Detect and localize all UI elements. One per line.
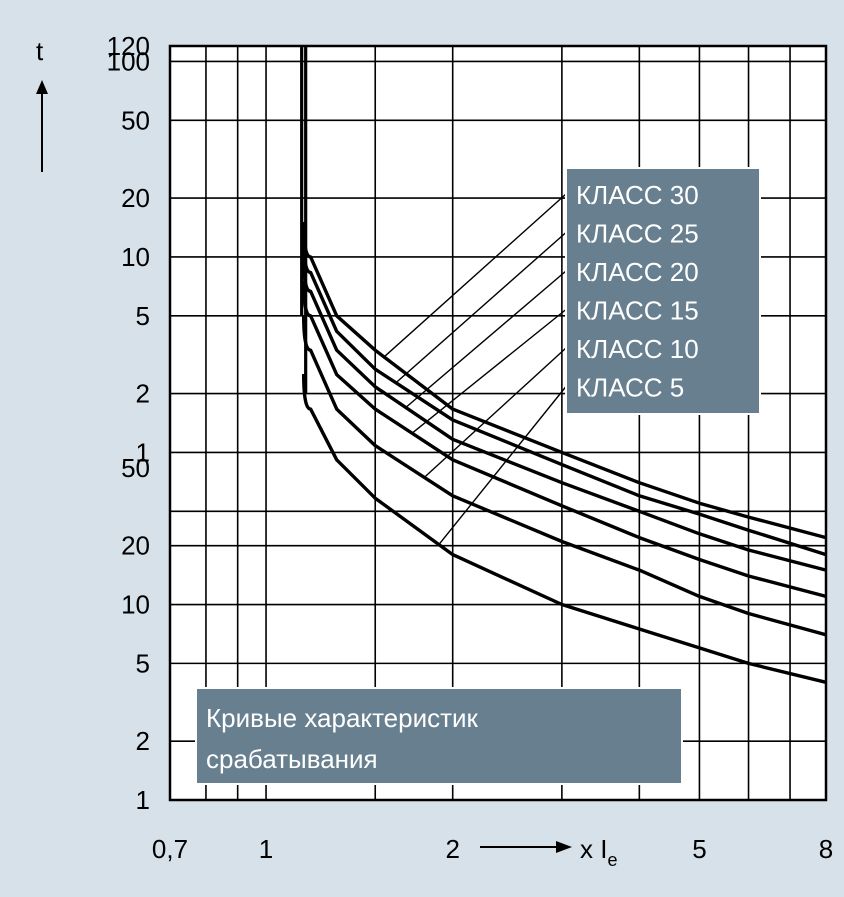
y-tick-minutes-1: 100 (107, 46, 150, 76)
legend-entry-3: КЛАСС 15 (576, 296, 699, 326)
legend-entry-1: КЛАСС 25 (576, 219, 699, 249)
legend-leader-4 (423, 347, 567, 478)
x-tick-2: 2 (445, 834, 459, 864)
y-axis-name: t (36, 36, 44, 66)
x-tick-0: 0,7 (152, 834, 188, 864)
curve-series-3 (301, 280, 827, 599)
legend-box (565, 167, 761, 415)
legend-leader-1 (395, 231, 567, 384)
series-curves (300, 46, 827, 684)
y-tick-minutes-3: 20 (121, 183, 150, 213)
plot-area (170, 46, 826, 800)
x-tick-3: 5 (692, 834, 706, 864)
x-tick-4: 8 (819, 834, 833, 864)
y-tick-seconds-0: 50 (121, 453, 150, 483)
curve-series-1 (301, 237, 827, 557)
legend-entry-0: КЛАСС 30 (576, 180, 699, 210)
title-line-2: срабатывания (206, 744, 378, 774)
x-axis-ticks: 0,7 1 2 5 8 (152, 834, 833, 864)
y-tick-minutes-6: 2 (136, 379, 150, 409)
x-axis-label: x Ie (480, 834, 617, 870)
curve-series-2 (301, 256, 827, 572)
legend-entry-4: КЛАСС 10 (576, 334, 699, 364)
curve-series-0 (301, 221, 827, 540)
curve-series-4 (301, 315, 827, 637)
legend-leader-3 (411, 308, 567, 434)
legend-entry-2: КЛАСС 20 (576, 257, 699, 287)
y-axis-arrow-head (36, 80, 48, 94)
y-tick-minutes-7: 1 (136, 437, 150, 467)
legend-leader-5 (438, 386, 567, 546)
plot-frame (168, 44, 828, 802)
y-tick-minutes-2: 50 (121, 105, 150, 135)
legend-leader-lines (383, 193, 567, 546)
legend-leader-2 (405, 270, 567, 409)
y-tick-seconds-3: 5 (136, 648, 150, 678)
y-tick-minutes-4: 10 (121, 242, 150, 272)
legend-entry-5: КЛАСС 5 (576, 373, 684, 403)
x-tick-1: 1 (259, 834, 273, 864)
title-box-bg (195, 687, 683, 785)
legend-leader-0 (383, 193, 567, 358)
x-axis-arrow-head (556, 841, 572, 853)
y-tick-seconds-5: 1 (136, 785, 150, 815)
y-tick-minutes-0: 120 (107, 31, 150, 61)
y-axis-label: t (36, 36, 48, 172)
y-tick-seconds-4: 2 (136, 726, 150, 756)
legend: КЛАСС 30 КЛАСС 25 КЛАСС 20 КЛАСС 15 КЛАСС 10… (565, 167, 761, 415)
title-line-1: Кривые характеристик (206, 703, 479, 733)
y-tick-seconds-2: 10 (121, 590, 150, 620)
y-tick-seconds-1: 20 (121, 531, 150, 561)
y-tick-minutes-5: 5 (136, 301, 150, 331)
chart-title-box: Кривые характеристик срабатывания (195, 687, 683, 785)
curve-series-5 (301, 374, 827, 684)
x-axis-name: x Ie (580, 834, 617, 870)
